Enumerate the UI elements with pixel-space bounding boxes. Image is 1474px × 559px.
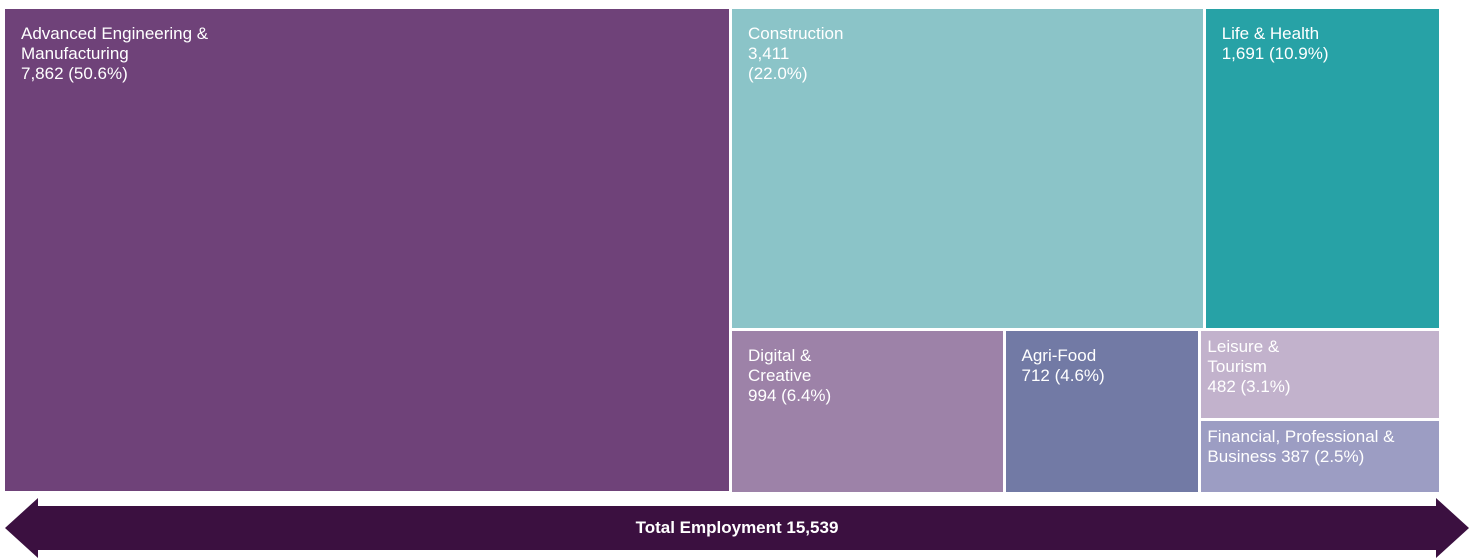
cell-name: Life & Health	[1221, 24, 1320, 43]
cell-value-label: 994 (6.4%)	[748, 386, 832, 406]
cell-value-label: 387 (2.5%)	[1281, 447, 1365, 467]
treemap-cell: Construction 3,411 (22.0%)	[732, 9, 1203, 329]
treemap-cell: Financial, Professional & Business 387 (…	[1201, 421, 1439, 492]
cell-name: Agri-Food	[1021, 346, 1097, 366]
treemap-cell: Advanced Engineering & Manufacturing 7,8…	[5, 9, 730, 491]
cell-value-label: 3,411 (22.0%)	[748, 44, 808, 83]
treemap-cell: Digital & Creative 994 (6.4%)	[732, 331, 1003, 492]
cell-name: Advanced Engineering & Manufacturing	[21, 24, 209, 63]
cell-name: Digital & Creative	[748, 346, 812, 386]
cell-value-label: 712 (4.6%)	[1021, 366, 1105, 386]
treemap-cell: Agri-Food 712 (4.6%)	[1005, 331, 1199, 492]
cell-name: Construction	[748, 24, 844, 43]
cell-value-label: 482 (3.1%)	[1207, 377, 1291, 397]
treemap-cell: Life & Health 1,691 (10.9%)	[1205, 9, 1439, 329]
cell-value-label: 1,691 (10.9%)	[1221, 44, 1329, 63]
arrow-shape	[5, 498, 1469, 558]
total-arrow	[5, 498, 1469, 558]
cell-name: Financial, Professional & Business	[1207, 427, 1395, 467]
cell-name: Leisure & Tourism	[1207, 337, 1280, 377]
total-label: Total Employment 15,539	[635, 518, 839, 537]
treemap-cell: Leisure & Tourism 482 (3.1%)	[1201, 331, 1439, 419]
cell-value-label: 7,862 (50.6%)	[21, 64, 128, 83]
